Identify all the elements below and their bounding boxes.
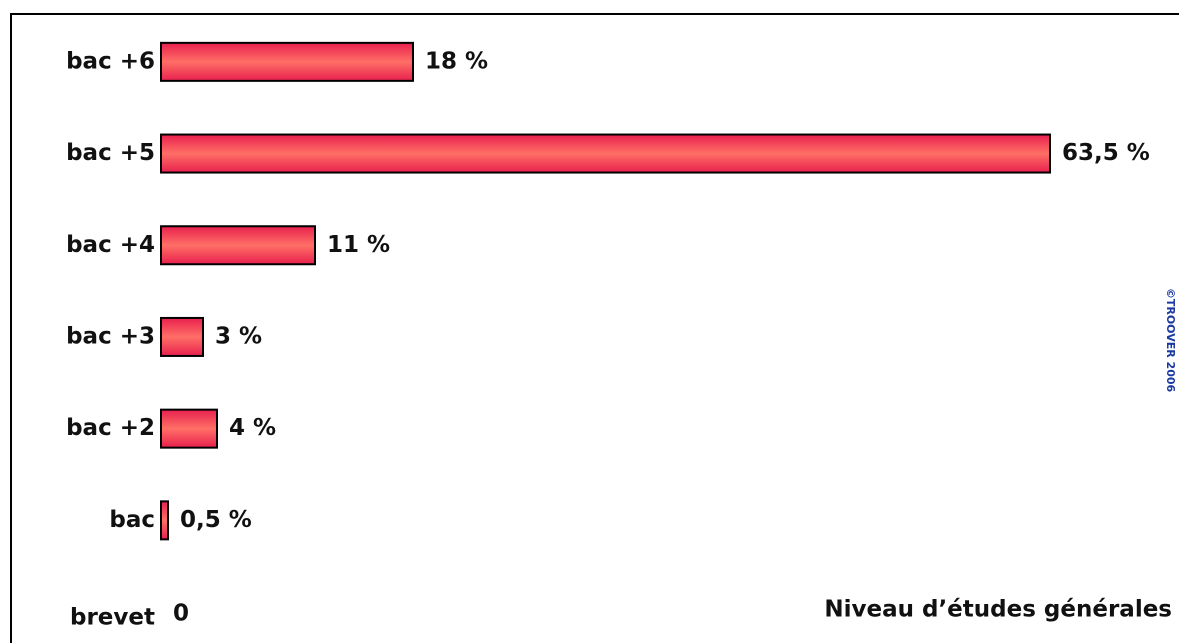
value-label: 18 % <box>425 48 488 74</box>
bar <box>160 41 414 82</box>
bar <box>160 133 1051 174</box>
annotation: Niveau d’études générales <box>824 597 1172 623</box>
value-label: 3 % <box>215 323 262 349</box>
category-label: bac +4 <box>66 232 155 258</box>
category-label: bac +6 <box>66 48 155 74</box>
bar <box>160 500 169 541</box>
category-label: bac +2 <box>66 415 155 441</box>
category-label: brevet <box>70 605 155 631</box>
value-label: 0 <box>173 601 189 627</box>
watermark: ©TROOVER 2006 <box>1164 288 1177 393</box>
category-label: bac +5 <box>66 140 155 166</box>
value-label: 4 % <box>229 415 276 441</box>
value-label: 0,5 % <box>180 507 252 533</box>
value-label: 63,5 % <box>1062 140 1150 166</box>
frame <box>10 13 1179 643</box>
category-label: bac <box>109 507 155 533</box>
bar <box>160 225 316 266</box>
bar <box>160 408 218 449</box>
value-label: 11 % <box>327 232 390 258</box>
bar <box>160 316 204 357</box>
category-label: bac +3 <box>66 323 155 349</box>
